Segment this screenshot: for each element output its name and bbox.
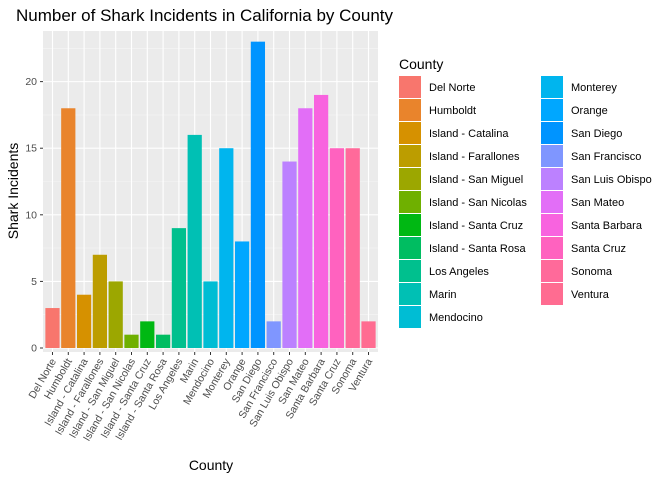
legend-label: Humboldt bbox=[429, 105, 476, 117]
y-tick-label: 5 bbox=[31, 276, 37, 288]
legend-key bbox=[399, 306, 421, 328]
bar bbox=[203, 281, 218, 348]
bar bbox=[361, 321, 376, 348]
legend-key bbox=[541, 145, 563, 167]
legend-key bbox=[399, 260, 421, 282]
legend-key bbox=[399, 99, 421, 121]
legend-label: Island - Santa Rosa bbox=[429, 243, 526, 255]
legend-key bbox=[541, 191, 563, 213]
y-tick-label: 20 bbox=[25, 76, 37, 88]
bar bbox=[314, 94, 329, 348]
bar bbox=[187, 134, 202, 348]
bar bbox=[219, 148, 234, 348]
legend-label: Island - San Miguel bbox=[429, 174, 523, 186]
bar bbox=[345, 148, 360, 348]
legend-label: Orange bbox=[571, 105, 608, 117]
legend-key bbox=[541, 214, 563, 236]
legend-key bbox=[399, 214, 421, 236]
bar bbox=[92, 254, 107, 348]
legend-label: Santa Barbara bbox=[571, 220, 643, 232]
legend-label: Mendocino bbox=[429, 312, 483, 324]
bar bbox=[108, 281, 123, 348]
legend-key bbox=[541, 260, 563, 282]
legend-key bbox=[541, 122, 563, 144]
legend-key bbox=[399, 76, 421, 98]
chart-title: Number of Shark Incidents in California … bbox=[16, 6, 394, 25]
y-tick-label: 15 bbox=[25, 143, 37, 155]
legend-label: San Diego bbox=[571, 128, 622, 140]
y-axis: 0 5 10 15 20 bbox=[25, 76, 43, 355]
legend-label: Del Norte bbox=[429, 82, 475, 94]
legend-title: County bbox=[399, 56, 443, 72]
bars bbox=[45, 41, 376, 349]
bar bbox=[61, 108, 76, 349]
legend-key bbox=[541, 168, 563, 190]
bar bbox=[266, 321, 281, 348]
legend-label: Los Angeles bbox=[429, 266, 489, 278]
bar bbox=[298, 108, 313, 349]
legend-label: Island - San Nicolas bbox=[429, 197, 527, 209]
bar bbox=[171, 228, 187, 348]
legend-label: Sonoma bbox=[571, 266, 613, 278]
legend-key bbox=[399, 145, 421, 167]
legend-key bbox=[399, 122, 421, 144]
bar bbox=[234, 241, 250, 348]
bar bbox=[45, 308, 60, 348]
legend-key bbox=[541, 283, 563, 305]
y-axis-title: Shark Incidents bbox=[5, 143, 21, 240]
bar bbox=[140, 321, 155, 348]
legend-key bbox=[399, 191, 421, 213]
legend-label: Marin bbox=[429, 289, 457, 301]
x-axis-title: County bbox=[189, 457, 233, 473]
legend-label: Monterey bbox=[571, 82, 617, 94]
bar bbox=[282, 161, 297, 348]
legend-label: Island - Catalina bbox=[429, 128, 509, 140]
legend-label: Island - Farallones bbox=[429, 151, 520, 163]
legend-key bbox=[541, 99, 563, 121]
legend-key bbox=[541, 237, 563, 259]
bar bbox=[76, 294, 92, 348]
legend-key bbox=[399, 283, 421, 305]
legend-label: Ventura bbox=[571, 289, 610, 301]
legend: Del Norte Humboldt Island - Catalina Island… bbox=[399, 76, 652, 328]
legend-label: San Francisco bbox=[571, 151, 641, 163]
legend-label: Santa Cruz bbox=[571, 243, 626, 255]
y-tick-label: 10 bbox=[25, 209, 37, 221]
y-tick-label: 0 bbox=[31, 343, 37, 355]
legend-key bbox=[399, 168, 421, 190]
bar bbox=[155, 334, 171, 348]
bar bbox=[329, 148, 345, 348]
legend-label: San Mateo bbox=[571, 197, 624, 209]
legend-label: Island - Santa Cruz bbox=[429, 220, 523, 232]
legend-key bbox=[399, 237, 421, 259]
bar bbox=[250, 41, 266, 348]
legend-label: San Luis Obispo bbox=[571, 174, 652, 186]
bar bbox=[124, 334, 139, 348]
legend-key bbox=[541, 76, 563, 98]
